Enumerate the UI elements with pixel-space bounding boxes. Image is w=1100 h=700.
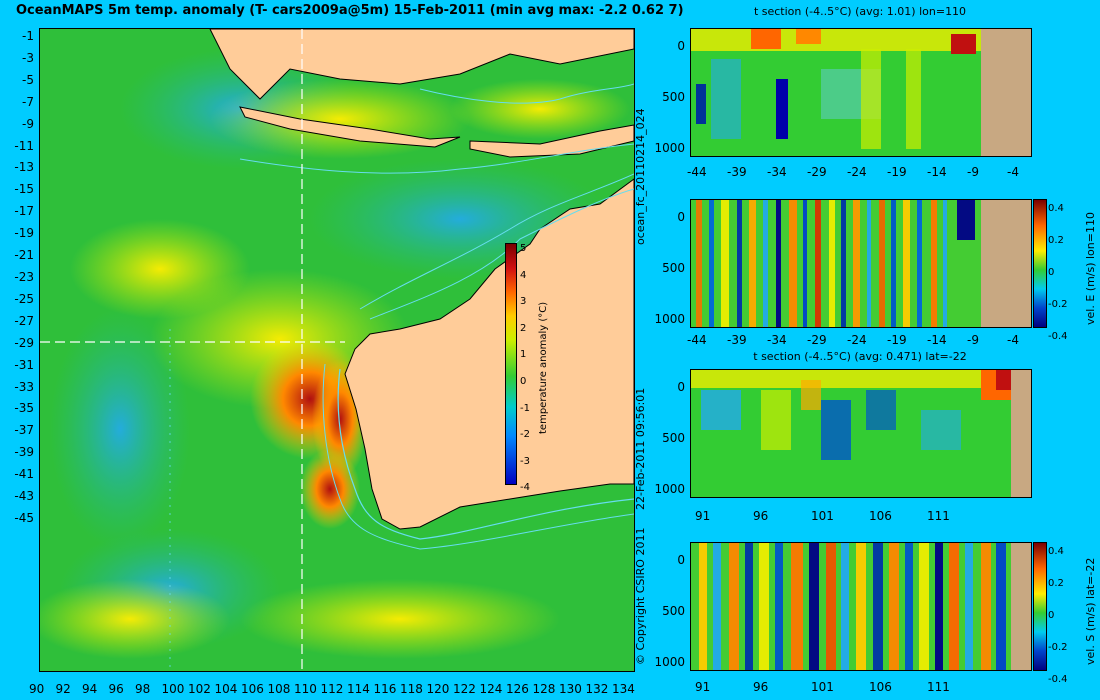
bathymetry-contour [337, 368, 634, 540]
section-4-yaxis: 0 500 1000 [654, 553, 685, 669]
vel-e-colorbar [1033, 199, 1047, 328]
t-section-lat22-plot[interactable] [690, 369, 1032, 498]
copyright-label: © Copyright CSIRO 2011 [634, 527, 647, 665]
section-1-title: t section (-4..5°C) (avg: 1.01) lon=110 [753, 5, 967, 18]
section-1-xaxis: -44 -39 -34 -29 -24 -19 -14 -9 -4 [687, 165, 1019, 179]
australia-landmass [344, 178, 634, 530]
vel-e-colorbar-ticks: 0.4 0.2 0 -0.2 -0.4 [1048, 203, 1068, 342]
indonesia-landmass [209, 29, 634, 100]
timestamp-label: 22-Feb-2011 09:56:01 [634, 387, 647, 510]
map-lat-axis: -1 -3 -5 -7 -9 -11 -13 -15 -17 -19 -21 -23 -25 -2… [14, 29, 34, 525]
vel-s-colorbar-label: vel. S (m/s) lat=-22 [1084, 557, 1097, 665]
section-2-xaxis: -44 -39 -34 -29 -24 -19 -14 -9 -4 [687, 333, 1019, 347]
map-title: OceanMAPS 5m temp. anomaly (T- cars2009a… [16, 3, 684, 18]
temperature-anomaly-map[interactable]: 5 4 3 2 1 0 -1 -2 -3 -4 temperature anom… [39, 28, 635, 672]
run-id-label: ocean_fc_20110214_024 [634, 108, 647, 245]
section-2-yaxis: 0 500 1000 [654, 210, 685, 326]
vel-s-section-lat22-plot[interactable] [690, 542, 1032, 671]
section-1-yaxis: 0 500 1000 [654, 39, 685, 155]
vel-e-section-lon110-plot[interactable] [690, 199, 1032, 328]
map-lon-axis: 90 92 94 96 98 100 102 104 106 108 110 112 114… [29, 682, 635, 696]
vel-s-colorbar [1033, 542, 1047, 671]
vel-s-colorbar-ticks: 0.4 0.2 0 -0.2 -0.4 [1048, 546, 1068, 685]
java-island [239, 106, 461, 148]
map-colorbar [505, 243, 517, 485]
section-3-yaxis: 0 500 1000 [654, 380, 685, 496]
map-colorbar-label: temperature anomaly (°C) [538, 301, 549, 434]
section-3-title: t section (-4..5°C) (avg: 0.471) lat=-22 [753, 350, 967, 363]
section-4-xaxis: 91 96 101 106 111 [695, 680, 950, 694]
map-colorbar-ticks: 5 4 3 2 1 0 -1 -2 -3 -4 [520, 243, 530, 494]
vel-e-colorbar-label: vel. E (m/s) lon=110 [1084, 212, 1097, 325]
section-3-xaxis: 91 96 101 106 111 [695, 509, 950, 523]
t-section-lon110-plot[interactable] [690, 28, 1032, 157]
